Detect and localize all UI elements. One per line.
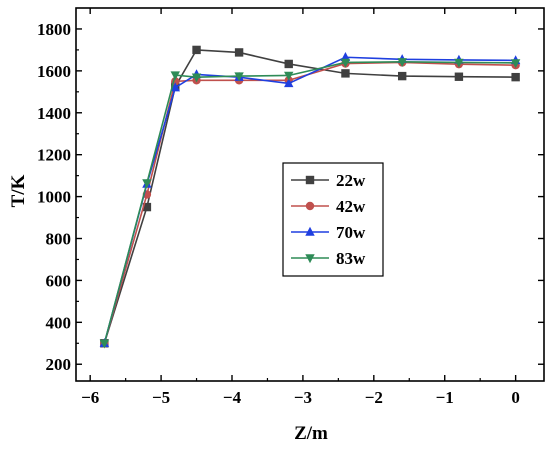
y-tick-label: 1800 (37, 20, 71, 39)
data-point (99, 339, 110, 349)
axes: −6 −5 −4 −3 −2 −1 0 200 400 600 800 1000 1200 1400 160… (37, 7, 545, 407)
series-line (103, 61, 516, 344)
data-point (284, 71, 294, 81)
data-point (511, 72, 520, 82)
legend-marker (305, 254, 315, 264)
y-tick-label: 1200 (37, 146, 71, 165)
x-tick-label: −1 (436, 388, 454, 407)
legend-label: 83w (336, 249, 366, 268)
data-point (142, 202, 152, 212)
data-point (454, 58, 464, 68)
x-tick-label: 0 (511, 388, 520, 407)
y-tick-label: 1000 (37, 188, 71, 207)
data-point (397, 58, 407, 68)
data-point (284, 78, 294, 88)
data-point (191, 73, 202, 83)
y-tick-label: 400 (46, 313, 72, 332)
y-tick-label: 200 (46, 355, 72, 374)
legend-marker (305, 175, 315, 185)
x-tick-label: −4 (223, 388, 242, 407)
legend: 22w 42w 70w 83w (282, 162, 384, 277)
x-tick-label: −3 (294, 388, 312, 407)
data-point (170, 82, 180, 92)
legend-label: 42w (336, 197, 366, 216)
data-point (510, 59, 521, 69)
data-point (340, 52, 351, 61)
y-axis-title: T/K (8, 174, 29, 207)
x-tick-label: −5 (152, 388, 170, 407)
data-point (234, 72, 244, 82)
data-point (454, 72, 464, 81)
legend-item: 70w (291, 223, 366, 242)
legend-box (282, 162, 384, 277)
y-tick-label: 1400 (37, 104, 71, 123)
legend-item: 22w (291, 171, 366, 190)
y-tick-label: 1600 (37, 62, 71, 81)
legend-marker (305, 226, 315, 236)
data-point (142, 179, 152, 189)
series-line (103, 56, 516, 344)
data-point (341, 69, 350, 78)
data-point (170, 71, 180, 81)
legend-marker (305, 201, 315, 211)
legend-label: 70w (336, 223, 366, 242)
x-tick-label: −2 (365, 388, 383, 407)
legend-item: 83w (291, 249, 366, 268)
legend-item: 42w (291, 197, 366, 216)
data-point (397, 71, 407, 81)
data-point (284, 59, 293, 69)
legend-label: 22w (336, 171, 366, 190)
data-point (234, 48, 244, 57)
plot-frame (75, 7, 545, 382)
series-group (99, 45, 521, 349)
y-tick-label: 800 (46, 230, 72, 249)
data-point (340, 58, 351, 68)
x-axis-title: Z/m (294, 423, 328, 444)
y-tick-label: 600 (46, 271, 72, 290)
series-83w (99, 58, 521, 349)
x-tick-label: −6 (81, 388, 99, 407)
series-line (103, 49, 516, 344)
data-point (192, 45, 201, 55)
